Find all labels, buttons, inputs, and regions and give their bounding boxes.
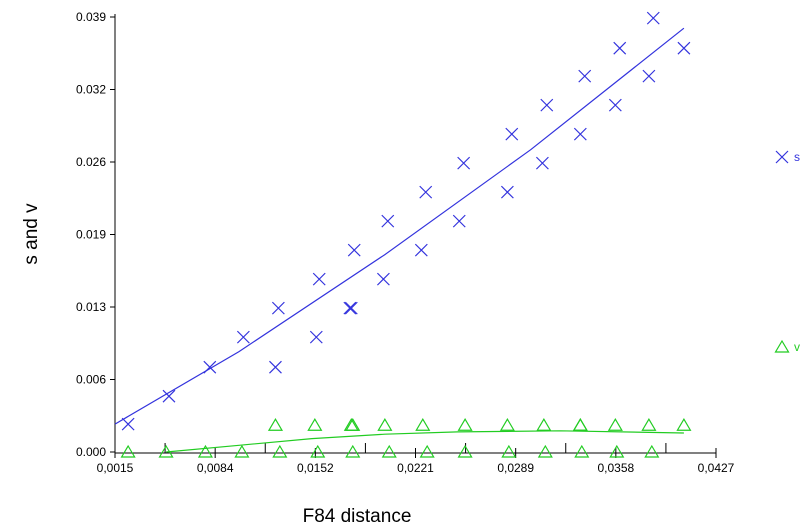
series-layer: [114, 11, 692, 458]
plot-frame: [114, 14, 716, 454]
data-point-s: [343, 301, 357, 315]
data-point-s: [121, 417, 135, 431]
data-point-v: [310, 444, 326, 458]
data-point-s: [269, 360, 282, 374]
data-point-s: [162, 389, 176, 403]
x-tick-label: 0,0152: [297, 461, 334, 475]
data-point-s: [540, 98, 554, 112]
data-point-v: [345, 444, 361, 458]
data-point-s: [312, 272, 326, 286]
series-s: [114, 11, 691, 431]
data-point-v: [234, 444, 250, 458]
y-axis-title: s and v: [21, 203, 42, 265]
legend-marker-s: [775, 150, 789, 164]
trend-line-v: [166, 430, 684, 453]
y-tick-label: 0.026: [76, 155, 106, 169]
x-axis-title: F84 distance: [303, 506, 412, 527]
data-point-s: [347, 243, 361, 257]
data-point-s: [573, 127, 587, 141]
data-point-s: [505, 127, 519, 141]
data-point-v: [419, 444, 435, 458]
data-point-v: [197, 444, 213, 458]
x-tick-label: 0,0358: [597, 461, 634, 475]
x-tick-label: 0,0084: [197, 461, 234, 475]
x-axis: 0,0015 0,0084 0,0152 0,0221 0,0289 0,0358 0,04…: [97, 443, 735, 475]
data-point-s: [646, 11, 660, 25]
x-tick-label: 0,0427: [698, 461, 735, 475]
data-point-v: [272, 444, 288, 458]
data-point-s: [203, 360, 217, 374]
data-point-v: [499, 418, 515, 431]
data-point-s: [578, 69, 592, 83]
data-point-v: [267, 418, 284, 431]
data-point-v: [457, 418, 473, 431]
data-point-s: [677, 41, 691, 55]
y-tick-label: 0.032: [76, 83, 106, 97]
data-point-v: [572, 418, 588, 431]
data-point-s: [535, 156, 549, 170]
data-point-s: [642, 69, 656, 83]
data-point-s: [376, 272, 390, 286]
data-point-v: [158, 444, 174, 458]
data-point-s: [309, 330, 323, 344]
data-point-s: [457, 156, 471, 170]
data-point-v: [415, 418, 431, 431]
y-tick-label: 0.013: [76, 300, 106, 314]
data-point-v: [609, 444, 625, 458]
data-point-v: [574, 444, 590, 458]
trend-line-s: [114, 27, 685, 425]
legend-label-v: v: [794, 340, 800, 354]
legend-label-s: s: [794, 150, 800, 164]
data-point-s: [419, 185, 433, 199]
y-axis: 0.000 0.006 0.013 0.019 0.026 0.032 0.039: [76, 10, 115, 459]
x-tick-label: 0,0221: [397, 461, 434, 475]
data-point-v: [120, 444, 136, 458]
data-point-v: [607, 418, 623, 431]
data-point-v: [536, 418, 552, 431]
data-point-v: [537, 444, 553, 458]
x-tick-label: 0,0015: [97, 461, 134, 475]
legend-marker-v: [774, 339, 790, 353]
x-tick-label: 0,0289: [497, 461, 534, 475]
y-tick-label: 0.039: [76, 10, 106, 24]
data-point-v: [307, 418, 323, 431]
data-point-v: [381, 444, 397, 458]
data-point-v: [377, 418, 393, 431]
data-point-s: [271, 301, 285, 315]
data-point-v: [572, 418, 588, 431]
data-point-s: [414, 243, 428, 257]
data-point-v: [345, 418, 361, 431]
data-point-s: [381, 214, 395, 228]
data-point-v: [641, 418, 657, 431]
y-tick-label: 0.000: [76, 445, 106, 459]
data-point-s: [608, 98, 622, 112]
y-tick-label: 0.019: [76, 228, 106, 242]
data-point-s: [344, 301, 358, 315]
data-point-s: [500, 185, 514, 199]
series-v: [120, 418, 692, 458]
data-point-s: [613, 41, 627, 55]
y-tick-label: 0.006: [76, 373, 106, 387]
data-point-v: [457, 444, 473, 458]
data-point-s: [452, 214, 466, 228]
data-point-v: [501, 444, 517, 458]
data-point-v: [644, 444, 660, 458]
legend: sv: [774, 150, 800, 354]
data-point-v: [676, 418, 692, 431]
data-point-s: [236, 330, 250, 344]
